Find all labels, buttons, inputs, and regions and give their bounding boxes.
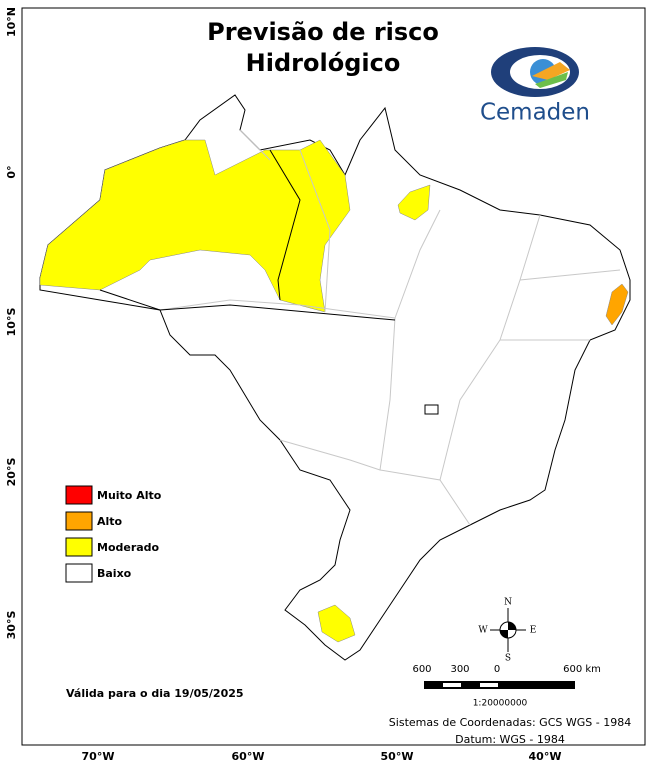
scale-segment [424,681,575,689]
x-axis-label: 70°W [82,750,115,763]
risk-area [317,604,356,643]
scale-bar: 600 300 0 600 km 1:20000000 [412,664,600,709]
federal-district [424,404,439,415]
scale-label: 300 [450,664,469,675]
state-border [269,149,301,301]
risk-area [39,139,351,313]
y-axis-label: 30°S [5,611,18,640]
logo-mark [532,62,570,80]
compass-w: W [478,626,488,636]
validity: Válida para o dia 19/05/2025 [66,687,244,700]
y-axis-label: 10°N [5,7,18,37]
scale-label: 0 [494,664,500,675]
state-border [159,129,621,526]
legend-swatch [65,537,93,557]
compass-fill [500,622,516,638]
logo: Cemaden [480,47,590,126]
logo-text: Cemaden [480,100,590,126]
compass-e: E [530,626,537,636]
scale-label: 600 km [563,664,601,675]
title: Previsão de risco [207,18,439,46]
scale-label: 600 [412,664,431,675]
scale-segment [480,683,498,687]
scale-ratio: 1:20000000 [473,699,528,709]
legend-label: Alto [97,515,123,528]
risk-area [605,283,629,326]
compass-s: S [505,654,511,664]
state-border [99,289,396,321]
legend-swatch [65,563,93,583]
legend-label: Muito Alto [97,489,162,502]
x-axis-label: 40°W [529,750,562,763]
compass-n: N [504,598,512,608]
y-axis-label: 0° [5,165,18,178]
legend-swatch [65,485,93,505]
legend-label: Moderado [97,541,160,554]
scale-segment [443,683,461,687]
y-axis-label: 20°S [5,458,18,487]
logo-mark [535,72,568,88]
footer-coordinates: Sistemas de Coordenadas: GCS WGS - 1984 [389,716,631,729]
x-axis-label: 60°W [232,750,265,763]
legend-label: Baixo [97,567,132,580]
risk-area [397,184,431,221]
footer-datum: Datum: WGS - 1984 [455,733,565,746]
title: Hidrológico [246,49,401,77]
legend-swatch [65,511,93,531]
x-axis-label: 50°W [381,750,414,763]
compass: N S E W [478,598,536,664]
y-axis-label: 10°S [5,308,18,337]
